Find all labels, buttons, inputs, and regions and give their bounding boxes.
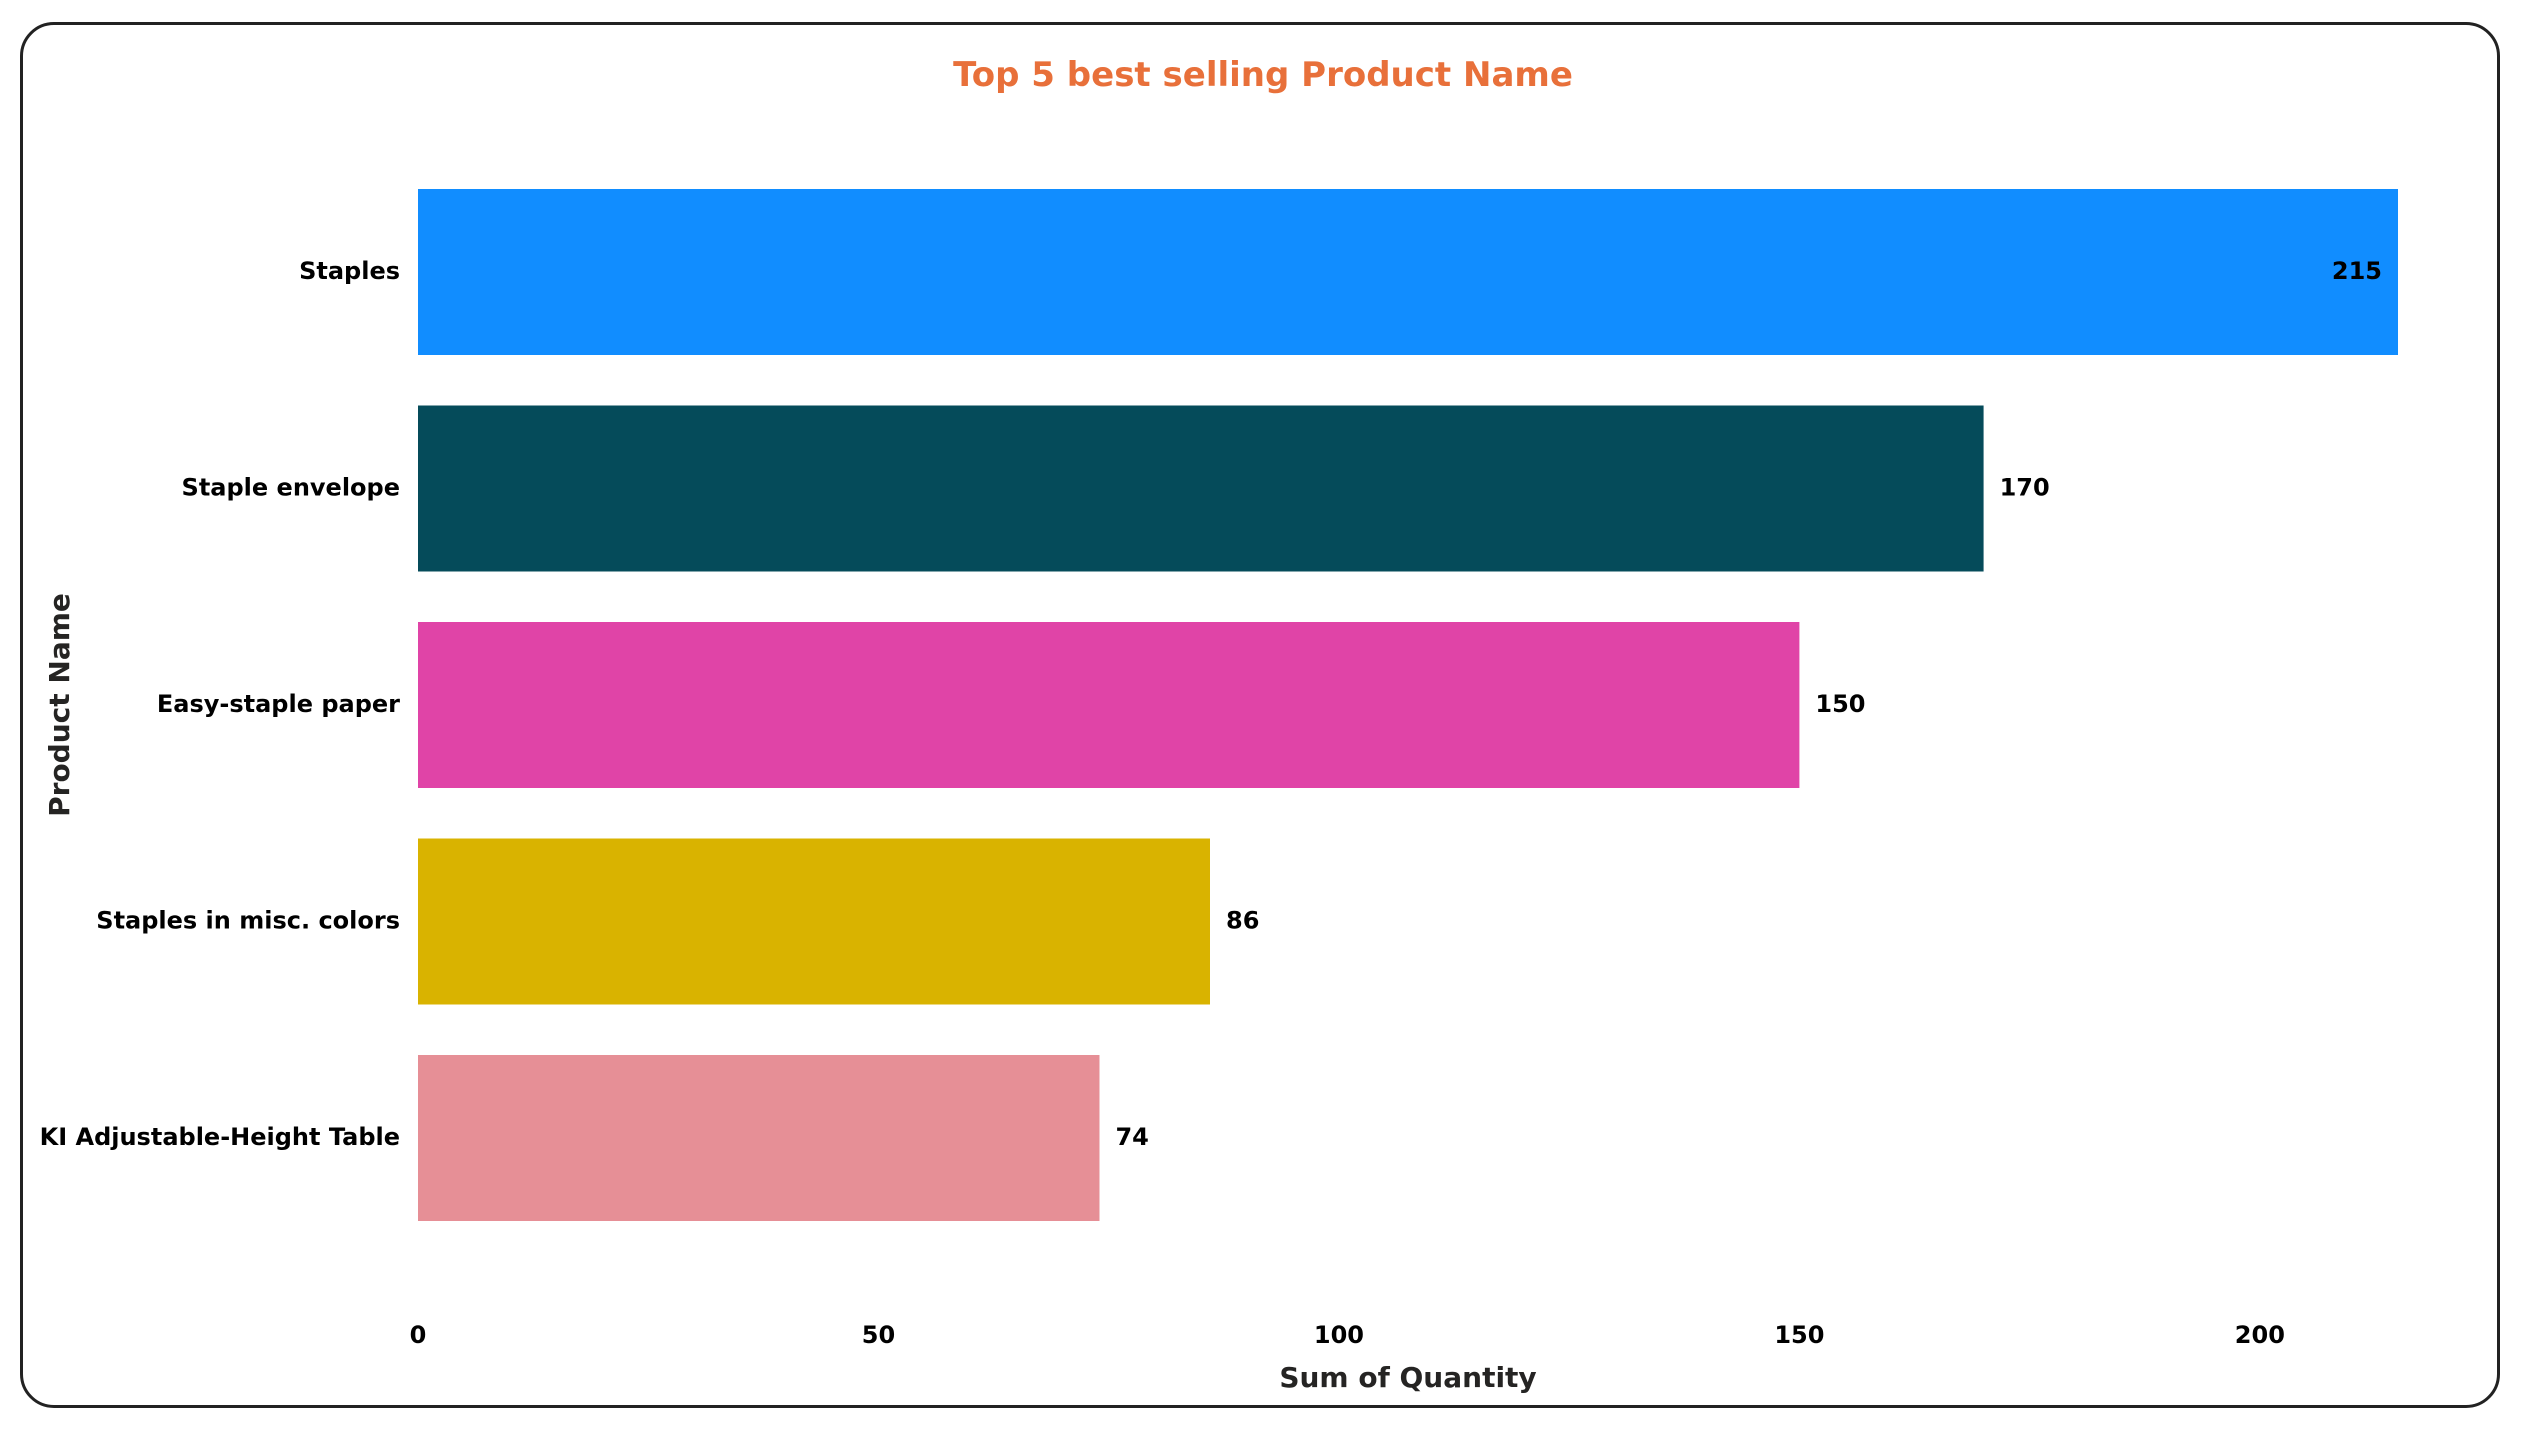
x-tick-label: 50 xyxy=(862,1321,895,1349)
category-label: Staples in misc. colors xyxy=(96,907,400,935)
data-label: 150 xyxy=(1815,690,1865,718)
chart-title: Top 5 best selling Product Name xyxy=(953,55,1573,95)
x-tick-label: 100 xyxy=(1314,1321,1364,1349)
bar-4 xyxy=(418,838,1210,1005)
bar-1 xyxy=(418,189,2398,355)
bars-group xyxy=(418,189,2398,1221)
x-axis-ticks: 0 50 100 150 200 xyxy=(410,1321,2285,1349)
bar-chart: Product Name Sum of Quantity StaplesStap… xyxy=(40,189,2398,1394)
data-label: 215 xyxy=(2332,257,2382,285)
x-tick-label: 0 xyxy=(410,1321,427,1349)
data-label: 170 xyxy=(2000,474,2050,502)
chart-card: Top 5 best selling Product Name Product … xyxy=(20,22,2500,1408)
x-axis-title: Sum of Quantity xyxy=(1279,1361,1536,1394)
data-label: 86 xyxy=(1226,907,1259,935)
bar-2 xyxy=(418,405,1984,572)
category-label: KI Adjustable-Height Table xyxy=(40,1123,400,1151)
bar-3 xyxy=(418,622,1800,788)
category-labels: Staples Staple envelope Easy-staple paper S… xyxy=(40,257,401,1151)
category-label: Staple envelope xyxy=(182,474,400,502)
x-tick-label: 200 xyxy=(2235,1321,2285,1349)
y-axis-title: Product Name xyxy=(43,593,76,817)
bar-5 xyxy=(418,1055,1100,1221)
value-labels: 215 170 150 86 74 xyxy=(1115,257,2382,1151)
x-tick-label: 150 xyxy=(1774,1321,1824,1349)
category-label: Staples xyxy=(299,257,400,285)
category-label: Easy-staple paper xyxy=(157,690,400,718)
data-label: 74 xyxy=(1115,1123,1148,1151)
